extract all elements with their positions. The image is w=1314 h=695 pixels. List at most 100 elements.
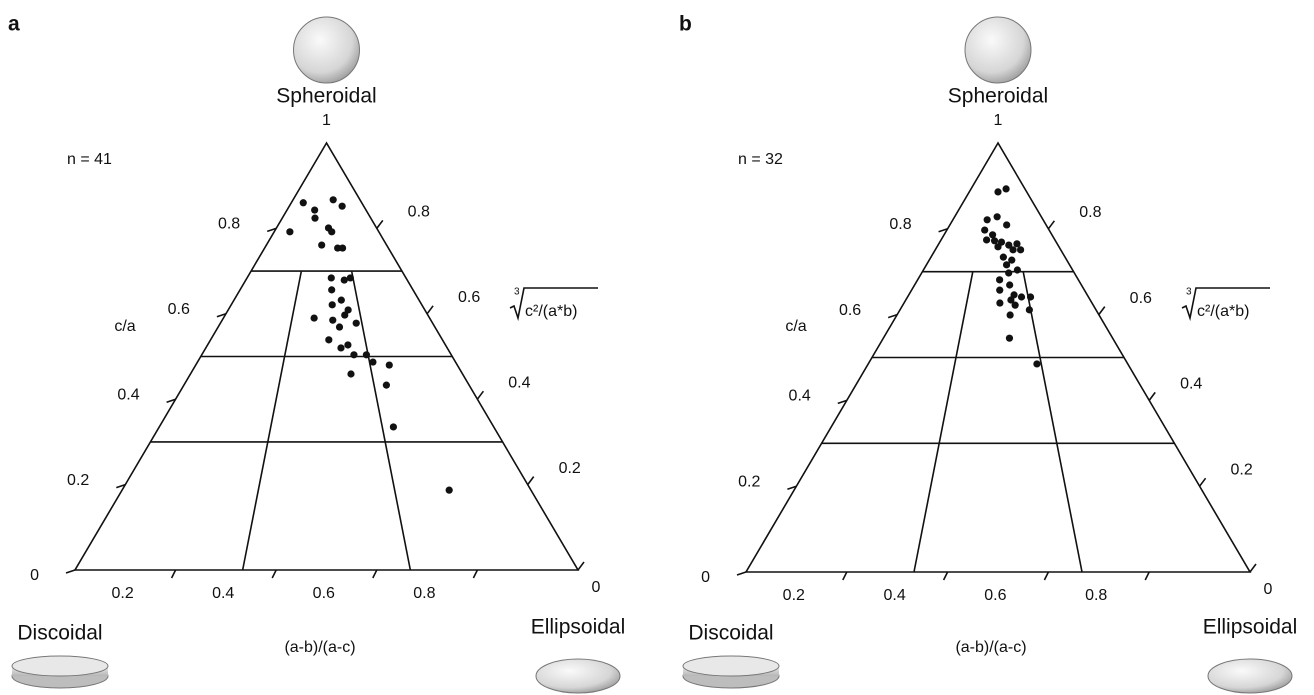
- left-tick-label: 0.8: [218, 216, 240, 233]
- tick: [577, 561, 585, 571]
- data-point: [337, 344, 345, 352]
- right-tick-label: 0.4: [1180, 376, 1202, 393]
- tick: [1198, 477, 1207, 487]
- data-point: [286, 228, 294, 236]
- right-tick-label: 0.8: [408, 204, 430, 221]
- sphere-icon: [964, 16, 1032, 84]
- bottom-axis-label: (a-b)/(a-c): [284, 639, 355, 656]
- root-index: 3: [514, 287, 520, 298]
- data-point: [1005, 334, 1014, 342]
- tick: [842, 571, 848, 581]
- right-tick-label: 0.8: [1079, 204, 1101, 221]
- ellipsoid-icon: [535, 658, 621, 694]
- data-point: [334, 244, 342, 252]
- data-point: [352, 319, 360, 327]
- data-point: [1025, 306, 1033, 314]
- data-point: [344, 341, 352, 349]
- data-point: [341, 311, 349, 319]
- data-point: [299, 199, 307, 207]
- tick: [271, 569, 277, 579]
- data-point: [328, 286, 336, 294]
- data-point: [369, 358, 377, 366]
- data-point: [1013, 266, 1021, 274]
- data-point: [983, 236, 991, 244]
- data-point: [994, 188, 1002, 196]
- data-point: [1016, 246, 1025, 254]
- class-line: [1022, 271, 1083, 573]
- tick: [116, 483, 126, 489]
- tick: [736, 571, 747, 576]
- disc-icon-top: [11, 655, 109, 677]
- panel-label: a: [8, 13, 20, 36]
- left-tick-label: 0.6: [168, 301, 190, 318]
- right-tick-label: 0: [592, 579, 601, 596]
- data-point: [310, 314, 318, 322]
- tick: [1144, 571, 1150, 581]
- data-point: [1002, 261, 1011, 269]
- data-point: [389, 423, 397, 431]
- root-index: 3: [1186, 287, 1192, 298]
- tick: [376, 219, 384, 229]
- left-tick-label: 1: [322, 112, 331, 129]
- left-tick-label: 0.8: [889, 216, 911, 233]
- tick: [527, 476, 535, 486]
- tick: [787, 485, 797, 490]
- data-point: [1008, 256, 1016, 264]
- left-vertex-label: Discoidal: [688, 622, 773, 645]
- bottom-tick-label: 0.8: [1085, 587, 1107, 604]
- tick: [887, 313, 898, 319]
- data-point: [1003, 221, 1011, 229]
- bottom-tick-label: 0.6: [984, 587, 1006, 604]
- apex-label: Spheroidal: [276, 85, 376, 108]
- left-vertex-label: Discoidal: [17, 622, 102, 645]
- right-tick-label: 0.2: [559, 460, 581, 477]
- tick: [216, 313, 227, 318]
- right-vertex-label: Ellipsoidal: [1203, 616, 1298, 639]
- left-axis-label: c/a: [114, 318, 135, 335]
- data-point: [999, 253, 1007, 261]
- tick: [1098, 306, 1106, 316]
- left-tick-label: 1: [994, 112, 1003, 129]
- right-tick-label: 0.4: [508, 374, 530, 391]
- class-line: [913, 271, 974, 573]
- right-tick-label: 0.2: [1230, 461, 1252, 478]
- data-point: [1011, 301, 1019, 309]
- data-point: [1006, 311, 1014, 319]
- data-point: [362, 351, 371, 359]
- right-axis-label: c²/(a*b): [525, 303, 577, 320]
- data-point: [328, 228, 336, 236]
- data-point: [996, 276, 1004, 284]
- right-tick-label: 0.6: [1130, 290, 1152, 307]
- right-axis-label: c²/(a*b): [1197, 303, 1249, 320]
- left-tick-label: 0.6: [839, 302, 861, 319]
- data-point: [338, 244, 347, 252]
- panel: a Spheroidal Discoidal Ellipsoidal n = 41 c/a…: [8, 13, 625, 694]
- disc-icon-top: [682, 655, 780, 677]
- ellipsoid-icon: [1207, 658, 1293, 694]
- class-line: [241, 270, 303, 571]
- data-point: [1006, 281, 1014, 289]
- right-tick-label: 0: [1264, 581, 1273, 598]
- tick: [166, 398, 176, 403]
- sample-size: n = 41: [67, 151, 112, 168]
- class-line: [350, 270, 412, 571]
- right-tick-label: 0.6: [458, 289, 480, 306]
- tick: [938, 228, 948, 233]
- data-point: [335, 323, 344, 331]
- panel-label: b: [679, 13, 692, 36]
- panel: b Spheroidal Discoidal Ellipsoidal n = 32 c/a…: [679, 13, 1298, 694]
- data-point: [1002, 185, 1010, 193]
- bottom-tick-label: 0.4: [883, 587, 905, 604]
- data-point: [983, 216, 991, 224]
- tick: [1047, 220, 1056, 230]
- data-point: [328, 301, 336, 309]
- data-point: [1033, 360, 1041, 368]
- data-point: [385, 361, 393, 369]
- tick: [266, 227, 277, 233]
- data-point: [996, 286, 1004, 294]
- tick: [837, 399, 848, 405]
- data-point: [382, 381, 390, 389]
- data-point: [327, 274, 335, 282]
- data-point: [329, 196, 337, 204]
